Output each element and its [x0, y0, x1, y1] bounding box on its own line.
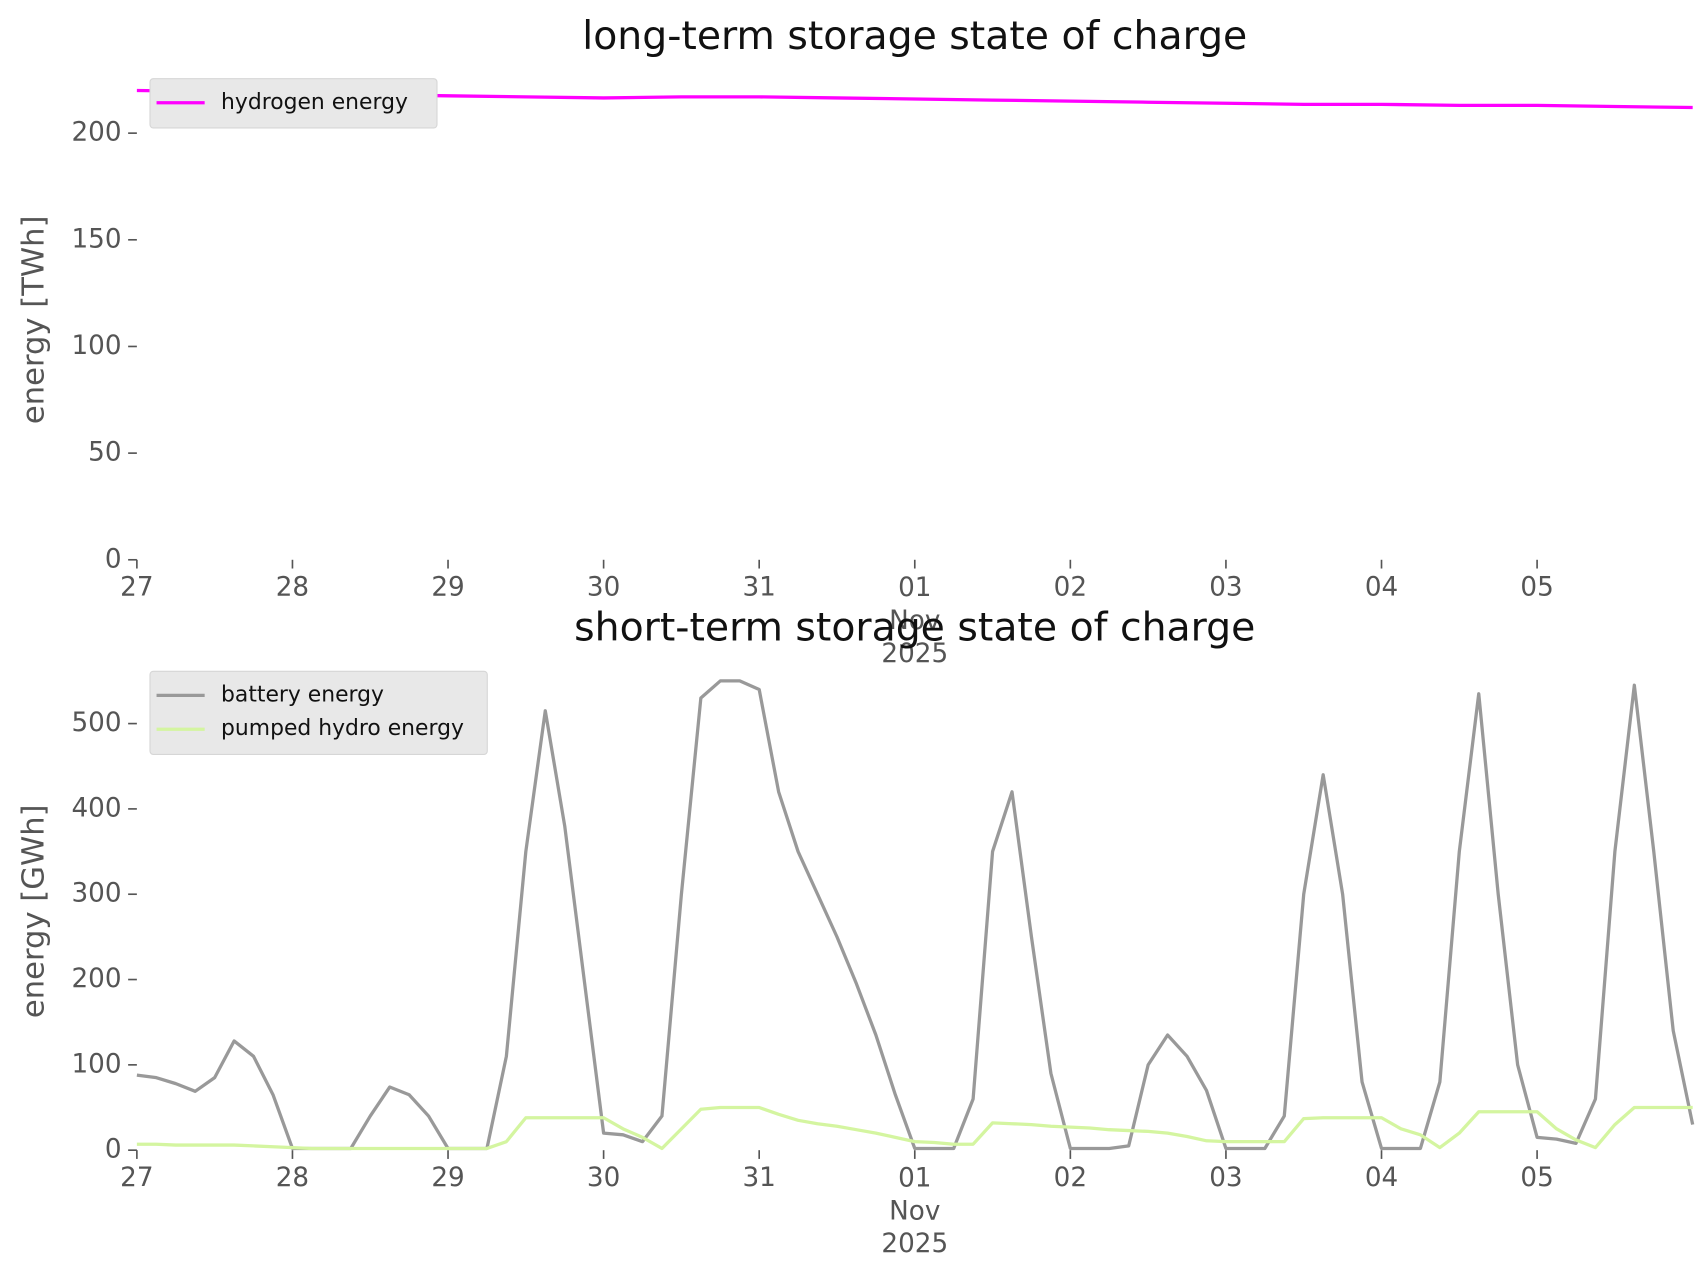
x-tick-label: 02: [1054, 1163, 1087, 1193]
x-tick-label: 05: [1520, 573, 1553, 603]
legend-label: battery energy: [221, 682, 384, 707]
y-tick-label: 50: [88, 438, 121, 468]
x-tick-label: 04: [1365, 573, 1398, 603]
x-tick-label: 05: [1520, 1163, 1553, 1193]
x-tick-label: 29: [431, 1163, 464, 1193]
x-tick-label: 01 Nov 2025: [881, 573, 948, 669]
chart-title: short-term storage state of charge: [574, 604, 1255, 650]
x-tick-label: 30: [587, 1163, 620, 1193]
chart-title: long-term storage state of charge: [582, 13, 1247, 59]
y-axis-label: energy [GWh]: [17, 804, 52, 1018]
x-tick-label: 04: [1365, 1163, 1398, 1193]
x-tick-label: 31: [743, 1163, 776, 1193]
legend-label: hydrogen energy: [221, 90, 408, 115]
x-tick-label: 02: [1054, 573, 1087, 603]
x-tick-label: 27: [120, 573, 153, 603]
x-tick-label: 03: [1209, 573, 1242, 603]
y-tick-label: 0: [105, 1135, 122, 1165]
x-tick-label: 27: [120, 1163, 153, 1193]
x-tick-label: 28: [276, 573, 309, 603]
legend-label: pumped hydro energy: [221, 716, 464, 741]
legend-box: [149, 670, 488, 755]
y-tick-label: 100: [72, 331, 122, 361]
legend-box: [149, 78, 438, 129]
y-tick-label: 150: [72, 224, 122, 254]
y-tick-label: 400: [72, 793, 122, 823]
y-tick-label: 200: [72, 118, 122, 148]
y-axis-label: energy [TWh]: [17, 215, 52, 424]
y-tick-label: 500: [72, 708, 122, 738]
series-line: [136, 1105, 1693, 1151]
x-tick-label: 31: [743, 573, 776, 603]
x-tick-label: 30: [587, 573, 620, 603]
series-line: [136, 679, 1695, 1151]
y-tick-label: 100: [72, 1049, 122, 1079]
x-tick-label: 01 Nov 2025: [881, 1163, 948, 1259]
y-tick-label: 200: [72, 964, 122, 994]
x-tick-label: 03: [1209, 1163, 1242, 1193]
y-tick-label: 300: [72, 879, 122, 909]
x-tick-label: 28: [276, 1163, 309, 1193]
x-tick-label: 29: [431, 573, 464, 603]
y-tick-label: 0: [105, 544, 122, 574]
